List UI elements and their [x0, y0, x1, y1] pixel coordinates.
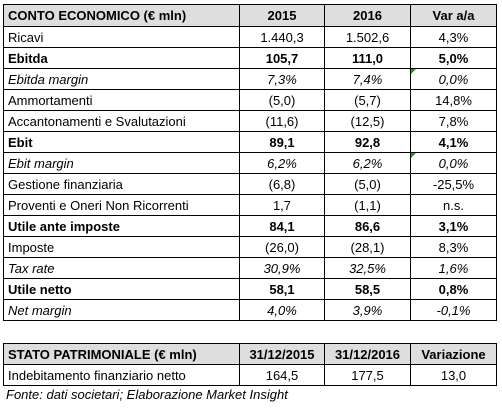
row-label: Utile ante imposte — [3, 215, 240, 237]
value-2015: 164,5 — [239, 364, 325, 386]
row-label: Imposte — [3, 236, 240, 258]
sp-header-label: STATO PATRIMONIALE (€ mln) — [3, 343, 240, 365]
table-row: Ammortamenti (5,0) (5,7) 14,8% — [3, 89, 497, 111]
row-label: Proventi e Oneri Non Ricorrenti — [3, 194, 240, 216]
table-row: Imposte (26,0) (28,1) 8,3% — [3, 236, 497, 258]
table-row: Ebitda margin 7,3% 7,4% 0,0% — [3, 68, 497, 90]
row-label: Indebitamento finanziario netto — [3, 364, 240, 386]
value-2015: 105,7 — [239, 47, 325, 69]
value-2015: 58,1 — [239, 278, 325, 300]
value-2015: 1.440,3 — [239, 26, 325, 48]
value-variation: -0,1% — [410, 299, 497, 321]
row-label: Net margin — [3, 299, 240, 321]
comment-marker-icon — [411, 153, 416, 158]
value-2016: (12,5) — [324, 110, 411, 132]
table-row: Utile netto 58,1 58,5 0,8% — [3, 278, 497, 300]
source-note: Fonte: dati societari; Elaborazione Mark… — [6, 387, 288, 402]
ce-header-2015: 2015 — [239, 4, 325, 27]
value-variation: 1,6% — [410, 257, 497, 279]
value-2015: (6,8) — [239, 173, 325, 195]
row-label: Tax rate — [3, 257, 240, 279]
value-variation: 4,1% — [410, 131, 497, 153]
ce-header-label: CONTO ECONOMICO (€ mln) — [3, 4, 240, 27]
sp-body: Indebitamento finanziario netto 164,5 177,… — [3, 364, 497, 386]
ce-header-2016: 2016 — [324, 4, 411, 27]
row-label: Gestione finanziaria — [3, 173, 240, 195]
value-2016: 3,9% — [324, 299, 411, 321]
table-row: Proventi e Oneri Non Ricorrenti 1,7 (1,1) n… — [3, 194, 497, 216]
value-2016: 177,5 — [324, 364, 411, 386]
comment-marker-icon — [411, 69, 416, 74]
row-label: Utile netto — [3, 278, 240, 300]
value-variation: 0,0% — [410, 68, 497, 90]
sp-header-row: STATO PATRIMONIALE (€ mln) 31/12/2015 31… — [3, 343, 497, 365]
value-variation: 3,1% — [410, 215, 497, 237]
value-variation: n.s. — [410, 194, 497, 216]
table-row: Gestione finanziaria (6,8) (5,0) -25,5% — [3, 173, 497, 195]
value-2016: 32,5% — [324, 257, 411, 279]
row-label: Ebit margin — [3, 152, 240, 174]
value-2015: (11,6) — [239, 110, 325, 132]
value-2016: 1.502,6 — [324, 26, 411, 48]
conto-economico-table: CONTO ECONOMICO (€ mln) 2015 2016 Var a/… — [3, 4, 497, 321]
value-2016: (28,1) — [324, 236, 411, 258]
value-2015: (26,0) — [239, 236, 325, 258]
row-label: Ebit — [3, 131, 240, 153]
row-label: Ebitda — [3, 47, 240, 69]
value-variation: 7,8% — [410, 110, 497, 132]
value-variation: 8,3% — [410, 236, 497, 258]
value-2016: 111,0 — [324, 47, 411, 69]
table-row: Ebit 89,1 92,8 4,1% — [3, 131, 497, 153]
value-2016: 86,6 — [324, 215, 411, 237]
value-2016: 58,5 — [324, 278, 411, 300]
ce-body: Ricavi 1.440,3 1.502,6 4,3% Ebitda 105,7 111,0… — [3, 26, 497, 321]
ce-header-row: CONTO ECONOMICO (€ mln) 2015 2016 Var a/… — [3, 4, 497, 27]
value-2016: (5,0) — [324, 173, 411, 195]
value-2015: 30,9% — [239, 257, 325, 279]
row-label: Ebitda margin — [3, 68, 240, 90]
value-variation: 0,0% — [410, 152, 497, 174]
value-2016: 92,8 — [324, 131, 411, 153]
value-2016: (5,7) — [324, 89, 411, 111]
table-row: Utile ante imposte 84,1 86,6 3,1% — [3, 215, 497, 237]
value-2016: 6,2% — [324, 152, 411, 174]
value-variation: 0,8% — [410, 278, 497, 300]
value-variation: 4,3% — [410, 26, 497, 48]
table-row: Ebitda 105,7 111,0 5,0% — [3, 47, 497, 69]
sp-header-2015: 31/12/2015 — [239, 343, 325, 365]
value-2016: (1,1) — [324, 194, 411, 216]
value-2015: 1,7 — [239, 194, 325, 216]
value-variation: -25,5% — [410, 173, 497, 195]
value-2015: 89,1 — [239, 131, 325, 153]
sp-header-var: Variazione — [410, 343, 497, 365]
stato-patrimoniale-table: STATO PATRIMONIALE (€ mln) 31/12/2015 31… — [3, 343, 497, 386]
value-2016: 7,4% — [324, 68, 411, 90]
value-variation: 13,0 — [410, 364, 497, 386]
row-label: Ammortamenti — [3, 89, 240, 111]
row-label: Accantonamenti e Svalutazioni — [3, 110, 240, 132]
table-row: Net margin 4,0% 3,9% -0,1% — [3, 299, 497, 321]
ce-header-var: Var a/a — [410, 4, 497, 27]
table-row: Accantonamenti e Svalutazioni (11,6) (12,5… — [3, 110, 497, 132]
sp-header-2016: 31/12/2016 — [324, 343, 411, 365]
value-2015: 4,0% — [239, 299, 325, 321]
value-2015: 84,1 — [239, 215, 325, 237]
value-variation: 14,8% — [410, 89, 497, 111]
table-row: Tax rate 30,9% 32,5% 1,6% — [3, 257, 497, 279]
row-label: Ricavi — [3, 26, 240, 48]
table-row: Ebit margin 6,2% 6,2% 0,0% — [3, 152, 497, 174]
value-2015: (5,0) — [239, 89, 325, 111]
value-variation: 5,0% — [410, 47, 497, 69]
table-row: Indebitamento finanziario netto 164,5 177,… — [3, 364, 497, 386]
value-2015: 6,2% — [239, 152, 325, 174]
value-2015: 7,3% — [239, 68, 325, 90]
table-row: Ricavi 1.440,3 1.502,6 4,3% — [3, 26, 497, 48]
